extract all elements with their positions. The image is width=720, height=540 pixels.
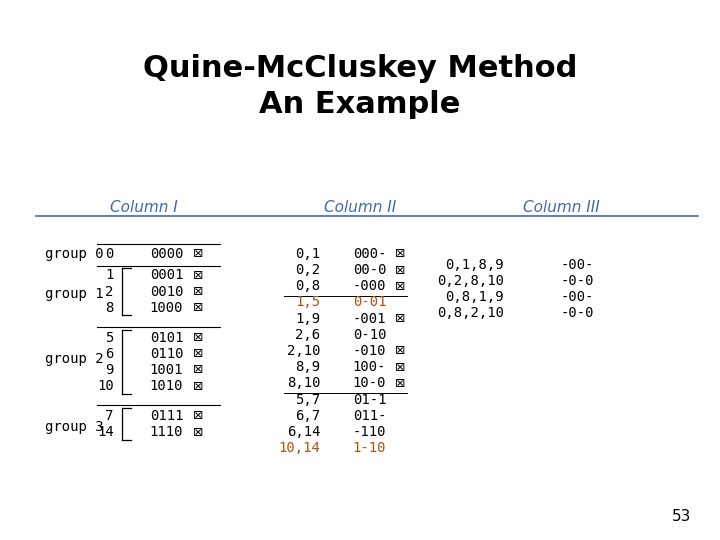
Text: 0010: 0010 [150, 285, 184, 299]
Text: 6,14: 6,14 [287, 425, 320, 439]
Text: 9: 9 [105, 363, 114, 377]
Text: ⊠: ⊠ [395, 280, 405, 293]
Text: group 0: group 0 [45, 247, 103, 261]
Text: 100-: 100- [353, 360, 387, 374]
Text: ⊠: ⊠ [193, 247, 204, 260]
Text: 011-: 011- [353, 409, 387, 423]
Text: 0,2: 0,2 [295, 263, 320, 277]
Text: 10: 10 [97, 379, 114, 393]
Text: 0-10: 0-10 [353, 328, 387, 342]
Text: 0110: 0110 [150, 347, 184, 361]
Text: 10-0: 10-0 [353, 376, 387, 390]
Text: Column III: Column III [523, 200, 600, 215]
Text: group 2: group 2 [45, 352, 103, 366]
Text: 5: 5 [105, 330, 114, 345]
Text: 1110: 1110 [150, 425, 184, 439]
Text: 1: 1 [105, 268, 114, 282]
Text: 1,5: 1,5 [295, 295, 320, 309]
Text: 0,1,8,9: 0,1,8,9 [446, 258, 504, 272]
Text: 6: 6 [105, 347, 114, 361]
Text: ⊠: ⊠ [395, 361, 405, 374]
Text: 0,1: 0,1 [295, 247, 320, 261]
Text: 000-: 000- [353, 247, 387, 261]
Text: 6,7: 6,7 [295, 409, 320, 423]
Text: Column II: Column II [324, 200, 396, 215]
Text: 1000: 1000 [150, 301, 184, 315]
Text: Quine-McCluskey Method
An Example: Quine-McCluskey Method An Example [143, 54, 577, 119]
Text: -110: -110 [353, 425, 387, 439]
Text: 0,8: 0,8 [295, 279, 320, 293]
Text: -00-: -00- [560, 290, 594, 304]
Text: ⊠: ⊠ [193, 347, 204, 360]
Text: 1-10: 1-10 [353, 441, 387, 455]
Text: 00-0: 00-0 [353, 263, 387, 277]
Text: 1,9: 1,9 [295, 312, 320, 326]
Text: ⊠: ⊠ [395, 345, 405, 357]
Text: 8: 8 [105, 301, 114, 315]
Text: -0-0: -0-0 [560, 274, 594, 288]
Text: 8,10: 8,10 [287, 376, 320, 390]
Text: ⊠: ⊠ [193, 269, 204, 282]
Text: group 1: group 1 [45, 287, 103, 301]
Text: ⊠: ⊠ [193, 363, 204, 376]
Text: 0001: 0001 [150, 268, 184, 282]
Text: 1001: 1001 [150, 363, 184, 377]
Text: ⊠: ⊠ [193, 285, 204, 298]
Text: Column I: Column I [110, 200, 178, 215]
Text: 01-1: 01-1 [353, 393, 387, 407]
Text: 7: 7 [105, 409, 114, 423]
Text: -0-0: -0-0 [560, 306, 594, 320]
Text: ⊠: ⊠ [193, 380, 204, 393]
Text: group 3: group 3 [45, 420, 103, 434]
Text: 0: 0 [105, 247, 114, 261]
Text: 0101: 0101 [150, 330, 184, 345]
Text: ⊠: ⊠ [395, 377, 405, 390]
Text: 0000: 0000 [150, 247, 184, 261]
Text: 10,14: 10,14 [279, 441, 320, 455]
Text: 14: 14 [97, 425, 114, 439]
Text: 1010: 1010 [150, 379, 184, 393]
Text: -000: -000 [353, 279, 387, 293]
Text: -010: -010 [353, 344, 387, 358]
Text: 0,8,2,10: 0,8,2,10 [437, 306, 504, 320]
Text: 2,10: 2,10 [287, 344, 320, 358]
Text: 53: 53 [672, 509, 691, 524]
Text: 0-01: 0-01 [353, 295, 387, 309]
Text: -001: -001 [353, 312, 387, 326]
Text: 0,8,1,9: 0,8,1,9 [446, 290, 504, 304]
Text: ⊠: ⊠ [395, 247, 405, 260]
Text: ⊠: ⊠ [193, 426, 204, 438]
Text: 0,2,8,10: 0,2,8,10 [437, 274, 504, 288]
Text: ⊠: ⊠ [193, 409, 204, 422]
Text: 8,9: 8,9 [295, 360, 320, 374]
Text: ⊠: ⊠ [395, 312, 405, 325]
Text: 5,7: 5,7 [295, 393, 320, 407]
Text: ⊠: ⊠ [395, 264, 405, 276]
Text: ⊠: ⊠ [193, 331, 204, 344]
Text: 2: 2 [105, 285, 114, 299]
Text: ⊠: ⊠ [193, 301, 204, 314]
Text: -00-: -00- [560, 258, 594, 272]
Text: 2,6: 2,6 [295, 328, 320, 342]
Text: 0111: 0111 [150, 409, 184, 423]
